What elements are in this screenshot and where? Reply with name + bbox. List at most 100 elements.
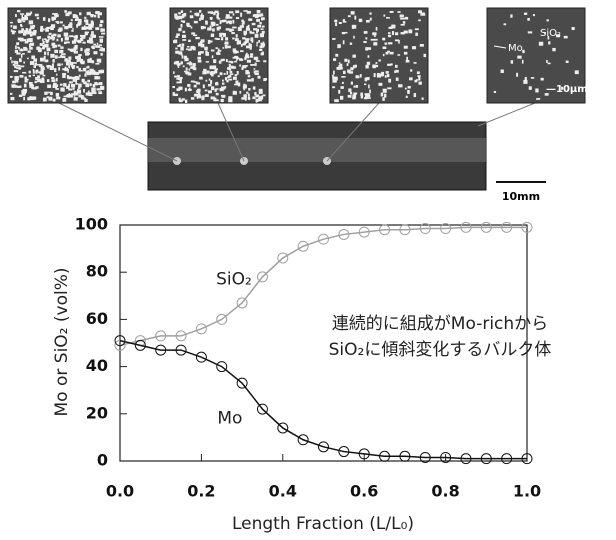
speck <box>228 79 232 81</box>
speck <box>522 60 524 64</box>
series-label: Mo <box>217 409 242 429</box>
speck <box>57 34 60 37</box>
speck <box>336 67 340 70</box>
speck <box>64 96 66 98</box>
speck <box>248 97 250 100</box>
speck <box>50 92 53 95</box>
speck <box>68 11 71 13</box>
speck <box>216 15 219 19</box>
speck <box>22 53 25 55</box>
speck <box>184 58 188 61</box>
speck <box>215 68 218 70</box>
speck <box>256 19 258 21</box>
speck <box>210 17 213 20</box>
speck <box>26 39 29 43</box>
speck <box>95 63 99 65</box>
speck <box>12 81 16 84</box>
speck <box>255 34 259 38</box>
speck <box>392 31 394 35</box>
speck <box>198 60 202 63</box>
speck <box>213 99 216 102</box>
speck <box>98 13 100 17</box>
speck <box>18 30 21 33</box>
speck <box>17 86 19 88</box>
speck <box>389 27 393 29</box>
speck <box>233 32 235 34</box>
speck <box>242 37 245 39</box>
speck <box>575 70 579 74</box>
speck <box>201 96 204 100</box>
speck <box>19 95 22 97</box>
speck <box>174 16 177 19</box>
speck <box>208 84 212 86</box>
speck <box>403 21 405 24</box>
speck <box>263 60 266 62</box>
speck <box>91 15 93 18</box>
speck <box>215 38 218 40</box>
speck <box>234 61 237 63</box>
speck <box>23 97 25 100</box>
speck <box>339 62 341 64</box>
speck <box>68 24 72 28</box>
speck <box>40 79 44 83</box>
speck <box>398 84 402 87</box>
y-tick-label: 60 <box>86 309 108 328</box>
speck <box>412 46 416 49</box>
speck <box>252 23 256 25</box>
speck <box>201 39 205 42</box>
speck <box>10 22 13 24</box>
speck <box>178 51 182 54</box>
speck <box>180 24 182 28</box>
speck <box>539 42 543 46</box>
speck <box>213 59 216 63</box>
speck <box>16 67 19 69</box>
speck <box>86 66 88 68</box>
speck <box>227 67 230 70</box>
speck <box>263 78 267 80</box>
speck <box>87 73 91 75</box>
speck <box>190 11 192 13</box>
speck <box>38 71 42 73</box>
speck <box>14 70 18 72</box>
x-tick-label: 1.0 <box>513 482 541 501</box>
speck <box>92 46 95 49</box>
speck <box>193 47 196 51</box>
speck <box>378 83 382 86</box>
speck <box>93 51 97 54</box>
speck <box>195 37 199 39</box>
speck <box>418 77 420 81</box>
speck <box>68 56 71 59</box>
speck <box>417 75 420 77</box>
speck <box>255 70 259 72</box>
y-axis-label: Mo or SiO₂ (vol%) <box>52 268 72 417</box>
speck <box>511 60 513 63</box>
speck <box>230 73 234 75</box>
speck <box>516 73 518 77</box>
speck <box>80 35 82 37</box>
speck <box>197 89 199 93</box>
speck <box>178 12 181 14</box>
speck <box>212 23 214 27</box>
speck <box>211 34 214 37</box>
speck <box>339 64 342 67</box>
speck <box>47 48 51 52</box>
speck <box>387 87 391 89</box>
speck <box>247 60 251 63</box>
scale-label: 10mm <box>502 190 540 203</box>
speck <box>349 71 353 73</box>
speck <box>69 49 72 51</box>
speck <box>20 39 22 41</box>
speck <box>240 59 243 61</box>
speck <box>198 52 201 56</box>
speck <box>257 25 261 28</box>
speck <box>29 13 31 16</box>
speck <box>210 26 212 28</box>
speck <box>60 84 63 86</box>
speck <box>90 83 92 86</box>
speck <box>47 36 50 39</box>
speck <box>248 25 250 29</box>
speck <box>260 28 263 30</box>
speck <box>417 71 420 74</box>
speck <box>30 61 34 65</box>
speck <box>343 32 347 34</box>
